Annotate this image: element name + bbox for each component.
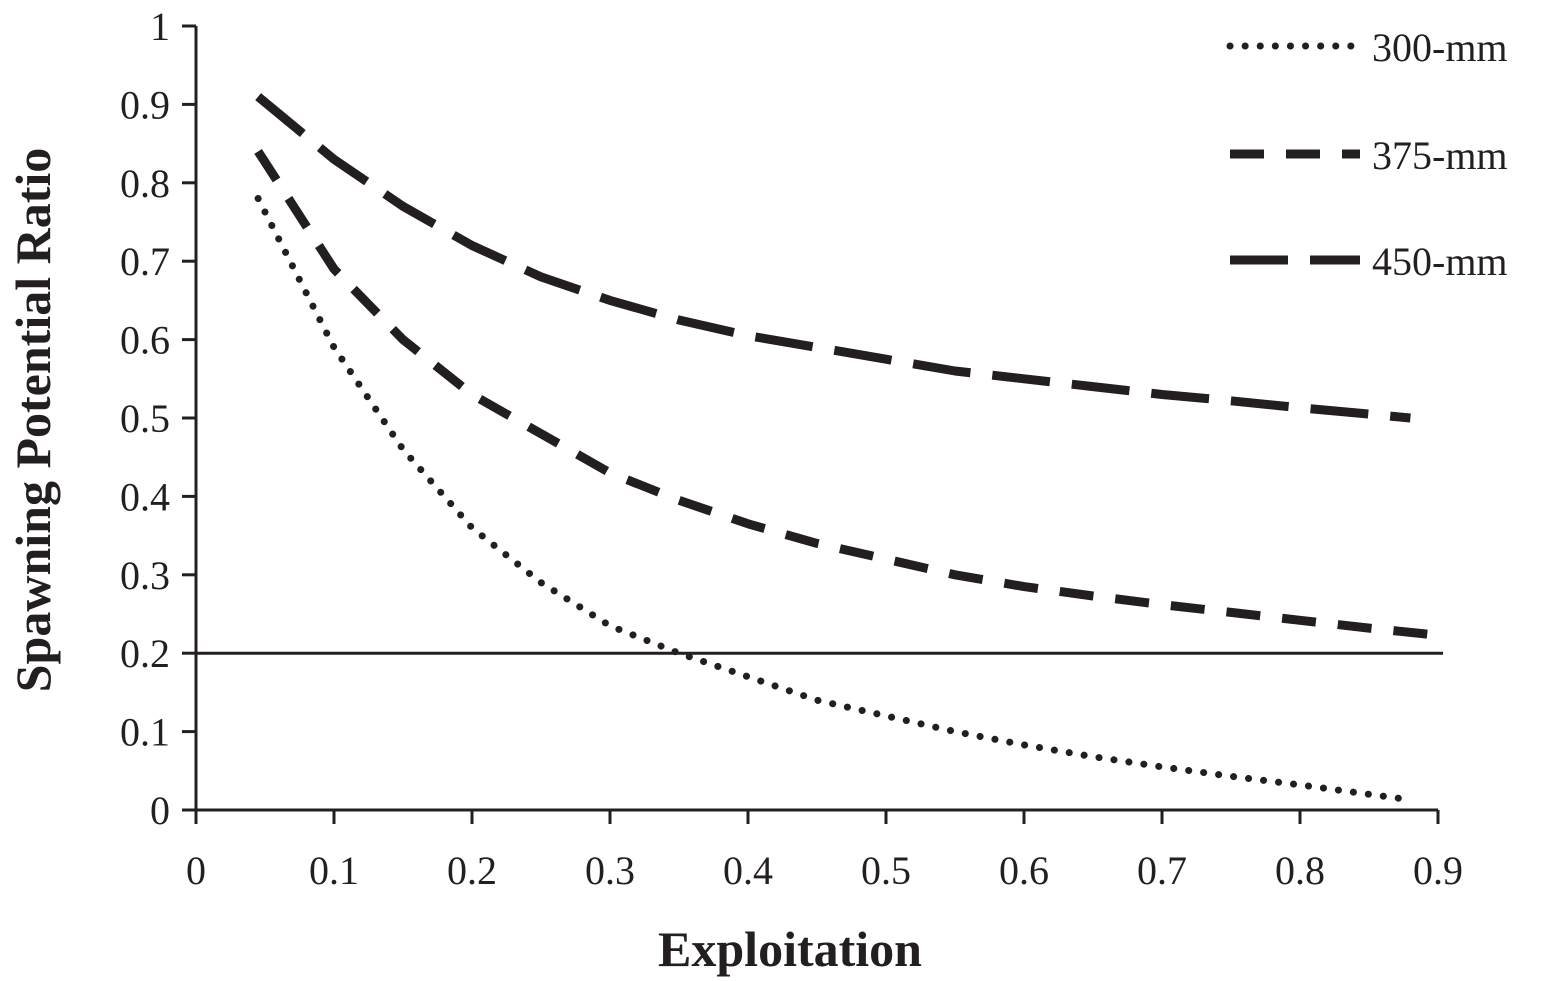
x-tick-label: 0.9 [1413,848,1463,893]
legend-label: 450-mm [1372,239,1508,284]
y-axis-title: Spawning Potential Ratio [5,148,61,693]
y-tick-label: 0.4 [120,474,170,519]
legend-label: 375-mm [1372,133,1508,178]
x-tick-label: 0.6 [999,848,1049,893]
x-axis-title: Exploitation [658,921,922,977]
y-tick-label: 0.6 [120,318,170,363]
x-tick-label: 0.1 [309,848,359,893]
y-tick-label: 0.2 [120,631,170,676]
y-tick-label: 0 [150,788,170,833]
legend-label: 300-mm [1372,25,1508,70]
y-tick-label: 1 [150,4,170,49]
series-line-300-mm [254,195,1414,804]
series-line-375-mm [254,148,1439,640]
y-axis-ticks: 0 0.1 0.2 0.3 0.4 0.5 0.6 0.7 0.8 0.9 1 [120,4,196,833]
y-tick-label: 0.9 [120,82,170,127]
x-axis-ticks: 0 0.1 0.2 0.3 0.4 0.5 0.6 0.7 0.8 0.9 [186,810,1463,893]
x-tick-label: 0.4 [723,848,773,893]
x-tick-label: 0.8 [1275,848,1325,893]
x-tick-label: 0.3 [585,848,635,893]
x-tick-label: 0.7 [1137,848,1187,893]
y-tick-label: 0.8 [120,161,170,206]
series-layer [254,93,1439,804]
y-tick-label: 0.7 [120,239,170,284]
y-tick-label: 0.5 [120,396,170,441]
y-tick-label: 0.1 [120,710,170,755]
series-line-450-mm [255,93,1411,423]
x-tick-label: 0.2 [447,848,497,893]
plot-area: 0 0.1 0.2 0.3 0.4 0.5 0.6 0.7 0.8 0.9 1 0 0.1 0.2 0.3… [120,4,1463,893]
legend: 300-mm 375-mm 450-mm [1226,25,1508,284]
y-tick-label: 0.3 [120,553,170,598]
x-tick-label: 0 [186,848,206,893]
x-tick-label: 0.5 [861,848,911,893]
